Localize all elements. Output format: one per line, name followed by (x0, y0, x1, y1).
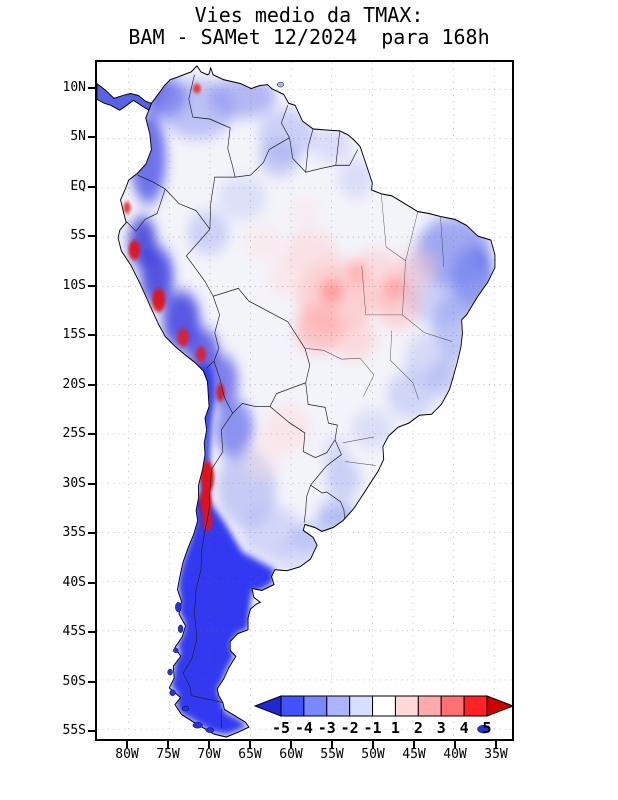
lat-tick-label: 25S (62, 426, 86, 442)
lon-tick-mark (454, 741, 456, 748)
lat-tick-label: 5N (70, 129, 86, 145)
lat-tick-mark (88, 383, 95, 386)
lat-tick-mark (88, 87, 95, 89)
colorbar-left-arrow (253, 695, 282, 717)
lat-tick-mark (88, 235, 95, 238)
lon-tick-mark (495, 741, 497, 748)
colorbar-label: -3 (318, 719, 336, 737)
bias-field-red-spots (123, 83, 225, 532)
lat-tick-mark (88, 185, 95, 188)
lon-tick-mark (331, 741, 333, 748)
lat-tick-mark (88, 334, 95, 337)
lon-tick-mark (249, 741, 251, 748)
lon-tick-label: 75W (156, 747, 180, 762)
lat-tick-mark (88, 532, 95, 535)
bias-field-soft (128, 76, 495, 575)
lat-tick-label: 45S (62, 624, 86, 640)
lat-tick-label: 35S (62, 525, 86, 541)
colorbar-label: -5 (272, 719, 290, 737)
lat-tick-mark (88, 284, 95, 287)
lon-tick-mark (413, 741, 415, 748)
central-america-land (97, 83, 152, 111)
colorbar-cell (372, 695, 396, 717)
lat-tick-label: 30S (62, 475, 86, 491)
lat-tick-mark (88, 482, 95, 485)
lon-tick-mark (290, 741, 292, 748)
colorbar-label: -4 (295, 719, 313, 737)
lat-tick-label: 55S (62, 722, 86, 738)
lon-tick-label: 45W (402, 747, 426, 762)
colorbar-cell (326, 695, 351, 717)
lat-tick-mark (88, 729, 95, 732)
lat-tick-mark (88, 433, 95, 436)
colorbar-cell (463, 695, 488, 717)
lon-tick-label: 60W (279, 747, 303, 762)
lat-tick-label: 10S (62, 277, 86, 293)
colorbar-cell (394, 695, 419, 717)
colorbar-cell (417, 695, 442, 717)
colorbar-label: 5 (482, 719, 491, 737)
lat-tick-label: 50S (62, 673, 86, 689)
colorbar-svg: -5 -4 -3 -2 -1 1 2 3 4 5 (253, 695, 515, 737)
small-islands (167, 81, 490, 734)
lat-tick-label: 10N (62, 80, 86, 95)
colorbar: -5 -4 -3 -2 -1 1 2 3 4 5 (253, 695, 515, 740)
lon-tick-mark (126, 741, 128, 748)
colorbar-label: 1 (391, 719, 400, 737)
lat-tick-mark (88, 581, 95, 584)
lon-tick-label: 80W (115, 747, 139, 762)
lat-tick-mark (88, 136, 95, 139)
colorbar-label: 2 (414, 719, 423, 737)
colorbar-label: -1 (364, 719, 382, 737)
colorbar-cell (280, 695, 305, 717)
colorbar-label: 3 (437, 719, 446, 737)
colorbar-right-arrow (486, 695, 515, 717)
grid-lines (97, 62, 512, 739)
lat-tick-label: EQ (70, 178, 86, 194)
colorbar-cell (440, 695, 465, 717)
plot-title-line2: BAM - SAMet 12/2024 para 168h (128, 25, 490, 49)
plot-title-line1: Vies medio da TMAX: (194, 3, 424, 27)
lat-tick-mark (88, 680, 95, 683)
state-borders (304, 193, 452, 466)
colorbar-cell (303, 695, 328, 717)
lon-tick-label: 35W (484, 747, 508, 762)
map-svg (97, 62, 512, 739)
lon-tick-label: 55W (320, 747, 344, 762)
colorbar-label: -2 (341, 719, 359, 737)
colorbar-cell (349, 695, 374, 717)
lon-tick-label: 70W (197, 747, 221, 762)
lat-tick-label: 15S (62, 327, 86, 343)
colorbar-label: 4 (460, 719, 469, 737)
lon-tick-mark (167, 741, 169, 748)
map-frame (95, 60, 514, 741)
lat-tick-label: 40S (62, 574, 86, 590)
lat-tick-label: 5S (70, 228, 86, 244)
lon-tick-mark (208, 741, 210, 748)
lat-tick-label: 20S (62, 376, 86, 392)
lon-tick-mark (372, 741, 374, 748)
coastline-path (117, 65, 496, 738)
country-borders (126, 74, 358, 729)
lat-tick-mark (88, 631, 95, 634)
south-america-landmass (118, 65, 495, 738)
lon-tick-label: 65W (238, 747, 262, 762)
lon-tick-label: 50W (361, 747, 385, 762)
lon-tick-label: 40W (443, 747, 467, 762)
